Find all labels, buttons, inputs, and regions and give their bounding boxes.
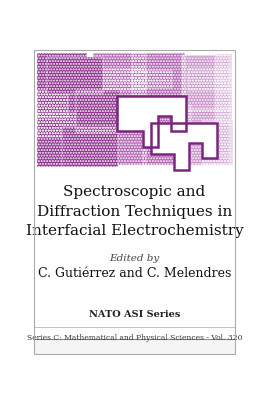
Bar bbox=[132, 53, 185, 106]
Bar bbox=[37, 114, 87, 136]
Text: Spectroscopic and
Diffraction Techniques in
Interfacial Electrochemistry: Spectroscopic and Diffraction Techniques… bbox=[26, 185, 243, 238]
Bar bbox=[34, 339, 235, 354]
Bar bbox=[132, 53, 185, 106]
Bar bbox=[101, 69, 146, 90]
Bar bbox=[37, 90, 68, 117]
Bar bbox=[143, 105, 191, 165]
Bar bbox=[215, 54, 232, 125]
Bar bbox=[215, 54, 232, 125]
Text: NATO ASI Series: NATO ASI Series bbox=[89, 310, 180, 319]
Bar bbox=[37, 53, 87, 167]
Bar bbox=[93, 125, 146, 165]
Bar bbox=[37, 90, 68, 117]
Bar bbox=[132, 70, 172, 88]
Bar bbox=[47, 57, 103, 94]
Text: C. Gutiérrez and C. Melendres: C. Gutiérrez and C. Melendres bbox=[38, 268, 231, 280]
Bar bbox=[75, 90, 120, 133]
Text: Series C: Mathematical and Physical Sciences - Vol. 320: Series C: Mathematical and Physical Scie… bbox=[27, 334, 242, 342]
Bar bbox=[202, 120, 233, 165]
Polygon shape bbox=[117, 96, 186, 146]
Bar bbox=[75, 90, 120, 133]
Bar bbox=[62, 127, 118, 167]
Polygon shape bbox=[151, 124, 217, 170]
Bar bbox=[37, 114, 87, 136]
Bar bbox=[93, 53, 146, 110]
Bar bbox=[37, 53, 87, 167]
Bar bbox=[188, 69, 230, 90]
Bar bbox=[202, 120, 233, 165]
Bar bbox=[101, 69, 146, 90]
Bar bbox=[188, 69, 230, 90]
Bar bbox=[174, 109, 230, 165]
Bar bbox=[47, 57, 103, 94]
Text: Edited by: Edited by bbox=[109, 254, 160, 263]
Bar bbox=[62, 127, 118, 167]
Bar bbox=[93, 125, 146, 165]
Bar bbox=[174, 109, 230, 165]
Bar bbox=[93, 53, 146, 110]
Bar bbox=[182, 55, 230, 111]
Bar bbox=[182, 55, 230, 111]
Bar bbox=[132, 70, 172, 88]
Bar bbox=[143, 105, 191, 165]
